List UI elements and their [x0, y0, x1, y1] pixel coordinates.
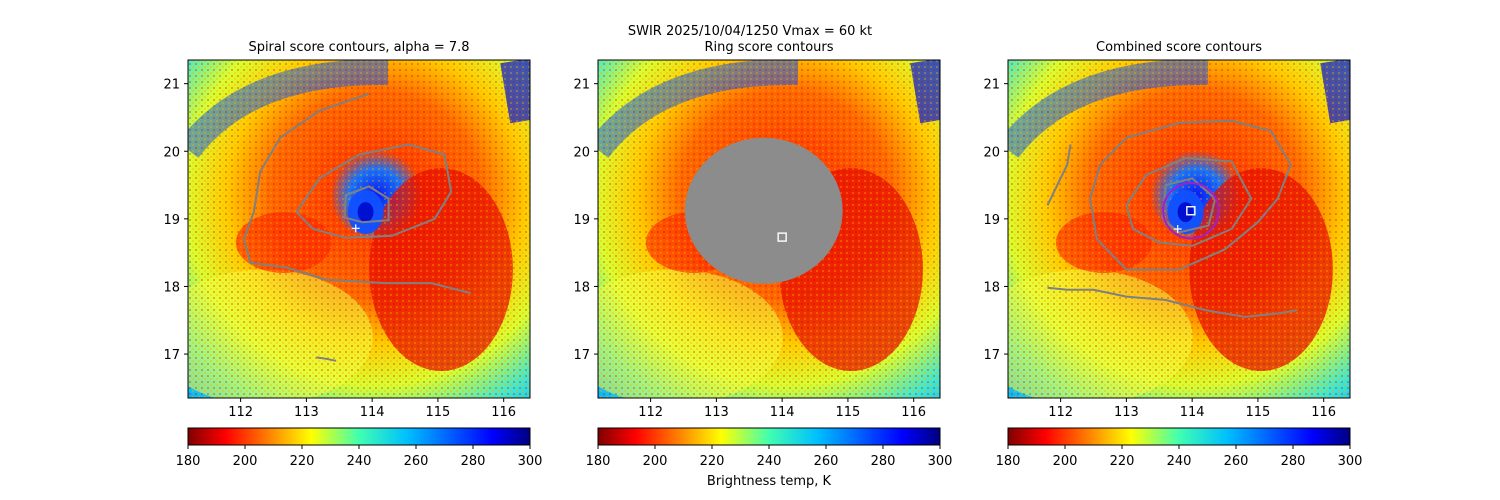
score-contour [1125, 156, 1253, 247]
y-tick-label: 17 [573, 348, 590, 363]
colorbar-tick-label: 280 [871, 454, 896, 469]
y-tick-label: 18 [983, 280, 1000, 295]
colorbar-tick-label: 240 [347, 454, 372, 469]
x-tick-label: 114 [770, 405, 795, 420]
center-square-marker [777, 232, 787, 242]
colorbar-tick-label: 200 [233, 454, 258, 469]
colorbar [1007, 427, 1351, 446]
y-tick-label: 18 [573, 280, 590, 295]
x-tick-label: 116 [1311, 405, 1336, 420]
center-plus-marker [1173, 225, 1182, 233]
colorbar-tick-label: 280 [461, 454, 486, 469]
y-tick-label: 19 [163, 213, 180, 228]
x-tick-label: 112 [228, 405, 253, 420]
score-contour [1046, 144, 1072, 206]
y-tick-label: 21 [983, 78, 1000, 93]
score-contour [295, 143, 453, 239]
score-contour [1089, 119, 1292, 271]
axes-frame [1007, 59, 1351, 399]
score-contour [1047, 286, 1298, 318]
colorbar-tick-label: 240 [757, 454, 782, 469]
colorbar-tick-label: 280 [1281, 454, 1306, 469]
y-tick-label: 20 [163, 145, 180, 160]
colorbar-tick-label: 300 [518, 454, 543, 469]
brightness-temp-image [598, 60, 940, 398]
score-contour [316, 356, 337, 362]
colorbar-tick-label: 240 [1167, 454, 1192, 469]
colorbar-tick-label: 180 [996, 454, 1021, 469]
y-tick-label: 17 [983, 348, 1000, 363]
colorbar [597, 427, 941, 446]
x-tick-label: 112 [638, 405, 663, 420]
y-tick-label: 20 [573, 145, 590, 160]
x-tick-label: 114 [1180, 405, 1205, 420]
colorbar-tick-label: 180 [586, 454, 611, 469]
x-tick-label: 114 [360, 405, 385, 420]
y-tick-label: 19 [573, 213, 590, 228]
figure-suptitle: SWIR 2025/10/04/1250 Vmax = 60 kt [627, 24, 873, 39]
panel-2: Ring score contours 112 113 114 115 116 17 18 19… [573, 40, 953, 469]
colorbar-tick-label: 220 [700, 454, 725, 469]
score-contour [343, 185, 390, 224]
colorbar-tick-label: 220 [1110, 454, 1135, 469]
score-contour [242, 92, 472, 295]
colorbar-tick-label: 300 [1338, 454, 1363, 469]
panel-title: Spiral score contours, alpha = 7.8 [248, 40, 469, 55]
center-plus-marker [351, 224, 360, 233]
x-tick-label: 113 [1114, 405, 1139, 420]
colorbar [187, 427, 531, 446]
colorbar-tick-label: 200 [643, 454, 668, 469]
x-tick-label: 116 [901, 405, 926, 420]
colorbar-tick-label: 180 [176, 454, 201, 469]
colorbar-tick-label: 300 [928, 454, 953, 469]
y-tick-label: 20 [983, 145, 1000, 160]
colorbar-tick-label: 260 [814, 454, 839, 469]
colorbar-tick-label: 200 [1053, 454, 1078, 469]
ring-score-region [684, 137, 843, 284]
y-tick-label: 21 [163, 78, 180, 93]
axes-frame [187, 59, 531, 399]
colorbar-tick-label: 260 [1224, 454, 1249, 469]
x-tick-label: 116 [491, 405, 516, 420]
brightness-temp-image [188, 60, 530, 398]
panel-1: Spiral score contours, alpha = 7.8 112 113… [163, 40, 543, 469]
colorbar-tick-label: 220 [290, 454, 315, 469]
fit-circle [1162, 182, 1220, 240]
panel-3: Combined score contours 112 113 114 115 116 17… [983, 40, 1363, 469]
brightness-temp-image [1008, 60, 1350, 398]
axes-frame [597, 59, 941, 399]
x-tick-label: 113 [294, 405, 319, 420]
x-tick-label: 113 [704, 405, 729, 420]
y-tick-label: 21 [573, 78, 590, 93]
panel-title: Combined score contours [1096, 40, 1262, 55]
center-square-marker [1186, 206, 1196, 216]
y-tick-label: 17 [163, 348, 180, 363]
x-tick-label: 115 [426, 405, 451, 420]
y-tick-label: 19 [983, 213, 1000, 228]
x-tick-label: 115 [836, 405, 861, 420]
colorbar-tick-label: 260 [404, 454, 429, 469]
x-tick-label: 112 [1048, 405, 1073, 420]
colorbar-label: Brightness temp, K [707, 474, 832, 489]
y-tick-label: 18 [163, 280, 180, 295]
x-tick-label: 115 [1246, 405, 1271, 420]
panel-title: Ring score contours [704, 40, 833, 55]
